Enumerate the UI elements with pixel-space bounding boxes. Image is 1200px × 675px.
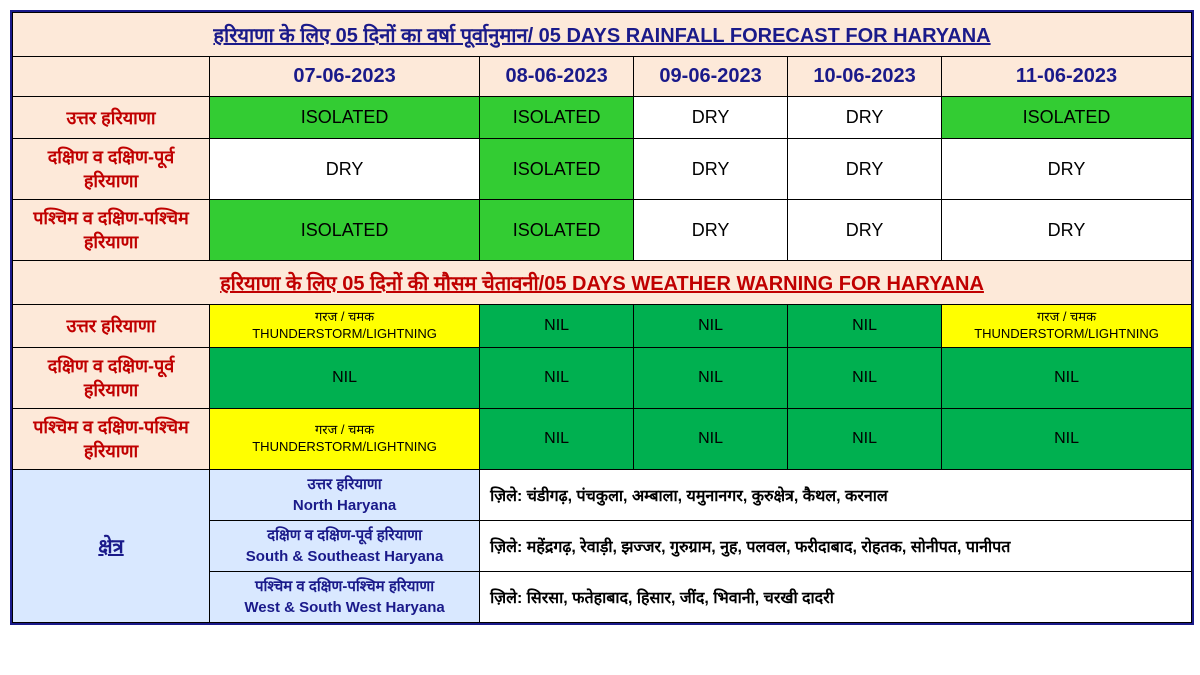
region-label: उत्तर हरियाणा	[13, 97, 210, 139]
rainfall-cell: ISOLATED	[942, 97, 1192, 139]
warning-cell: गरज / चमकTHUNDERSTORM/LIGHTNING	[942, 305, 1192, 348]
rainfall-cell: DRY	[788, 200, 942, 261]
rainfall-cell: ISOLATED	[480, 97, 634, 139]
rainfall-cell: DRY	[942, 200, 1192, 261]
warning-cell: NIL	[788, 347, 942, 408]
warning-cell: NIL	[634, 347, 788, 408]
area-region-name: दक्षिण व दक्षिण-पूर्व हरियाणाSouth & Sou…	[210, 520, 480, 571]
area-region-name: उत्तर हरियाणाNorth Haryana	[210, 469, 480, 520]
rainfall-row: दक्षिण व दक्षिण-पूर्व हरियाणाDRYISOLATED…	[13, 139, 1192, 200]
warning-cell: गरज / चमकTHUNDERSTORM/LIGHTNING	[210, 305, 480, 348]
region-label: दक्षिण व दक्षिण-पूर्व हरियाणा	[13, 139, 210, 200]
warning-row: दक्षिण व दक्षिण-पूर्व हरियाणाNILNILNILNI…	[13, 347, 1192, 408]
rainfall-cell: DRY	[210, 139, 480, 200]
warning-cell: NIL	[210, 347, 480, 408]
area-districts: ज़िले: महेंद्रगढ़, रेवाड़ी, झज्जर, गुरुग…	[480, 520, 1192, 571]
rainfall-cell: DRY	[634, 139, 788, 200]
warning-title: हरियाणा के लिए 05 दिनों की मौसम चेतावनी/…	[13, 261, 1192, 305]
rainfall-cell: ISOLATED	[480, 200, 634, 261]
area-districts: ज़िले: चंडीगढ़, पंचकुला, अम्बाला, यमुनान…	[480, 469, 1192, 520]
warning-cell: NIL	[480, 347, 634, 408]
warning-cell: NIL	[480, 408, 634, 469]
warning-cell: NIL	[788, 408, 942, 469]
rainfall-cell: ISOLATED	[480, 139, 634, 200]
warning-cell: NIL	[634, 408, 788, 469]
region-label: पश्चिम व दक्षिण-पश्चिम हरियाणा	[13, 200, 210, 261]
date-2: 09-06-2023	[634, 57, 788, 97]
rainfall-cell: DRY	[788, 139, 942, 200]
area-districts: ज़िले: सिरसा, फतेहाबाद, हिसार, जींद, भिव…	[480, 571, 1192, 622]
rainfall-cell: ISOLATED	[210, 200, 480, 261]
date-4: 11-06-2023	[942, 57, 1192, 97]
date-0: 07-06-2023	[210, 57, 480, 97]
warning-row: पश्चिम व दक्षिण-पश्चिम हरियाणागरज / चमकT…	[13, 408, 1192, 469]
rainfall-cell: DRY	[634, 97, 788, 139]
warning-cell: NIL	[788, 305, 942, 348]
rainfall-row: पश्चिम व दक्षिण-पश्चिम हरियाणाISOLATEDIS…	[13, 200, 1192, 261]
region-label: उत्तर हरियाणा	[13, 305, 210, 348]
area-row: क्षेत्रउत्तर हरियाणाNorth Haryanaज़िले: …	[13, 469, 1192, 520]
rainfall-cell: DRY	[788, 97, 942, 139]
warning-cell: NIL	[942, 347, 1192, 408]
rainfall-title: हरियाणा के लिए 05 दिनों का वर्षा पूर्वान…	[13, 13, 1192, 57]
forecast-container: हरियाणा के लिए 05 दिनों का वर्षा पूर्वान…	[10, 10, 1194, 625]
region-label: पश्चिम व दक्षिण-पश्चिम हरियाणा	[13, 408, 210, 469]
date-1: 08-06-2023	[480, 57, 634, 97]
area-label: क्षेत्र	[13, 469, 210, 622]
date-header-row: 07-06-2023 08-06-2023 09-06-2023 10-06-2…	[13, 57, 1192, 97]
rainfall-cell: DRY	[942, 139, 1192, 200]
rainfall-cell: DRY	[634, 200, 788, 261]
rainfall-row: उत्तर हरियाणाISOLATEDISOLATEDDRYDRYISOLA…	[13, 97, 1192, 139]
warning-row: उत्तर हरियाणागरज / चमकTHUNDERSTORM/LIGHT…	[13, 305, 1192, 348]
forecast-table: हरियाणा के लिए 05 दिनों का वर्षा पूर्वान…	[12, 12, 1192, 623]
rainfall-cell: ISOLATED	[210, 97, 480, 139]
warning-cell: NIL	[634, 305, 788, 348]
warning-cell: NIL	[942, 408, 1192, 469]
blank-header	[13, 57, 210, 97]
warning-cell: गरज / चमकTHUNDERSTORM/LIGHTNING	[210, 408, 480, 469]
region-label: दक्षिण व दक्षिण-पूर्व हरियाणा	[13, 347, 210, 408]
date-3: 10-06-2023	[788, 57, 942, 97]
area-region-name: पश्चिम व दक्षिण-पश्चिम हरियाणाWest & Sou…	[210, 571, 480, 622]
warning-cell: NIL	[480, 305, 634, 348]
